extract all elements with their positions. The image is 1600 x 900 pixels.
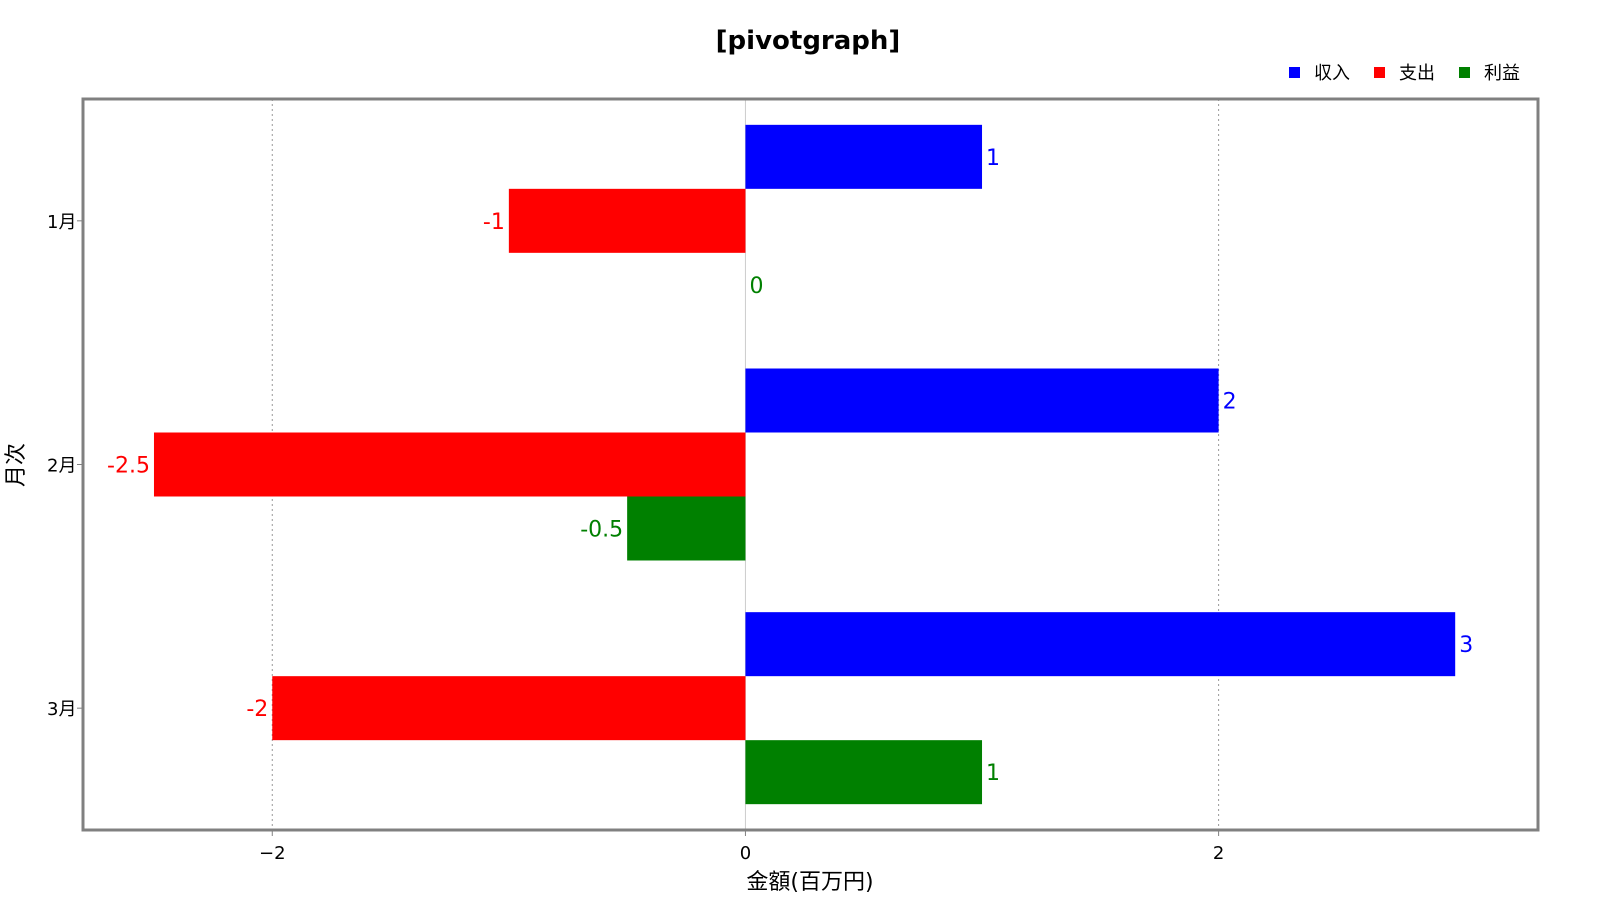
legend-label: 支出 [1399,63,1435,84]
y-tick-label: 3月 [47,699,76,720]
x-axis-title: 金額(百万円) [746,870,873,895]
y-axis-ticks: 1月 2月 3月 [47,212,83,720]
data-label: 0 [749,274,763,299]
data-label: 1 [986,146,1000,171]
legend-label: 利益 [1484,63,1520,84]
bar-0-0 [745,124,983,189]
x-tick-label: −2 [259,843,286,864]
bar-1-2 [272,676,746,741]
data-label: 3 [1459,633,1473,658]
data-label: 2 [1223,390,1237,415]
y-axis-title: 月次 [4,443,29,487]
bar-2-1 [627,496,746,561]
y-tick-label: 1月 [47,212,76,233]
bar-0-1 [745,368,1219,433]
data-label: -2 [246,697,268,722]
bar-2-2 [745,740,983,805]
bar-1-1 [153,432,746,497]
data-label: -0.5 [580,518,623,543]
legend-swatch [1374,67,1385,78]
data-label: -1 [483,210,505,235]
data-label: -2.5 [107,454,150,479]
data-labels: 1 -1 0 2 -2.5 -0.5 3 -2 1 [107,146,1473,786]
x-axis-ticks: −2 0 2 [259,830,1224,864]
x-tick-label: 0 [740,843,751,864]
x-tick-label: 2 [1213,843,1224,864]
bar-1-0 [508,188,746,253]
legend-swatch [1289,67,1300,78]
legend: 収入 支出 利益 [1289,63,1520,84]
y-tick-label: 2月 [47,456,76,477]
chart-title: [pivotgraph] [716,26,901,56]
legend-label: 収入 [1314,63,1350,84]
legend-swatch [1459,67,1470,78]
bar-0-2 [745,612,1456,677]
data-label: 1 [986,761,1000,786]
bars [153,124,1456,805]
